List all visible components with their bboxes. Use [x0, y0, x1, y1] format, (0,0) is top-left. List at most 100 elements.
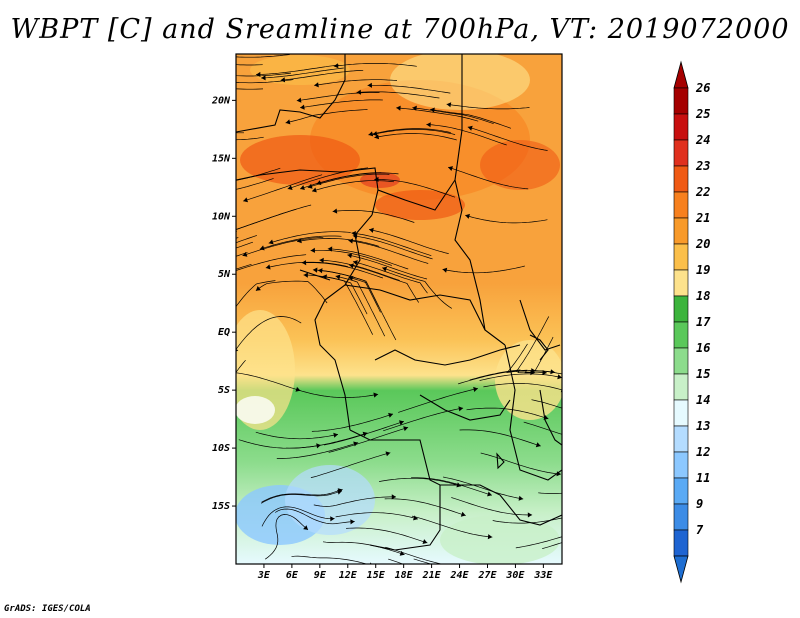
streamline-arrowhead	[208, 71, 213, 76]
streamline-arrowhead	[473, 386, 478, 392]
streamline-arrowhead	[303, 272, 308, 278]
streamline-arrowhead	[570, 513, 575, 518]
streamline	[351, 232, 432, 257]
streamline-arrowhead	[180, 80, 185, 85]
streamline	[287, 167, 369, 190]
streamline-arrowhead	[211, 78, 216, 83]
lat-label: 15S	[212, 501, 230, 512]
streamline	[374, 179, 456, 198]
streamline-arrowhead	[591, 525, 596, 530]
streamline-arrows	[174, 52, 622, 569]
streamline	[411, 477, 493, 496]
streamline	[430, 109, 512, 129]
streamline-arrowhead	[617, 522, 622, 527]
streamline-arrowhead	[460, 511, 466, 517]
lon-label: 33E	[533, 570, 553, 581]
streamline-arrowhead	[448, 166, 453, 171]
streamline	[413, 558, 433, 564]
colorbar-swatch	[673, 243, 689, 271]
streamline	[236, 237, 239, 239]
lat-label: 5N	[218, 269, 231, 280]
longitude-axis: 3E 6E 9E 12E 15E 18E 21E 24E 27E 30E 33E	[257, 564, 553, 581]
streamline	[368, 128, 451, 136]
streamline-arrowhead	[337, 489, 342, 495]
streamline	[412, 107, 494, 125]
streamline-arrowhead	[301, 260, 307, 266]
streamline	[311, 180, 395, 192]
streamline-arrowhead	[259, 245, 265, 251]
streamline-arrowhead	[332, 208, 338, 214]
map-frame	[235, 53, 563, 565]
streamline-arrowhead	[303, 525, 308, 530]
streamline-arrowhead	[446, 102, 452, 108]
streamline-arrowhead	[518, 495, 524, 501]
streamline-arrowhead	[256, 71, 261, 77]
streamline-arrowhead	[312, 267, 318, 273]
streamline-arrowhead	[174, 264, 179, 269]
lon-label: 9E	[314, 570, 327, 581]
streamline-arrowhead	[535, 442, 541, 448]
streamline-arrowhead	[368, 131, 374, 137]
streamline	[275, 508, 355, 525]
lat-label: 20N	[211, 95, 231, 106]
colorbar-swatch	[673, 217, 689, 245]
latitude-axis: 20N 15N 10N 5N EQ 5S 10S 15S	[211, 95, 236, 512]
streamline-arrowhead	[335, 274, 341, 280]
streamline-arrowhead	[542, 370, 547, 376]
streamline-arrowhead	[327, 246, 333, 252]
streamline	[295, 389, 379, 398]
colorbar-label: 20	[695, 237, 710, 251]
streamline-arrowhead	[374, 134, 380, 140]
streamline-arrowhead	[312, 187, 317, 193]
streamline	[467, 126, 548, 151]
streamline	[349, 264, 419, 303]
streamline	[297, 238, 380, 247]
streamline-arrowhead	[527, 512, 533, 518]
streamline	[236, 132, 244, 134]
streamline-arrowhead	[412, 105, 417, 111]
streamline	[242, 236, 324, 257]
streamline	[506, 343, 555, 373]
colorbar-label: 26	[695, 81, 710, 95]
streamline	[236, 79, 294, 84]
streamline	[236, 241, 254, 249]
streamline	[236, 178, 274, 190]
lon-label: 12E	[339, 570, 358, 581]
streamline-arrowhead	[426, 122, 431, 128]
streamline-arrowhead	[307, 183, 313, 189]
streamline-arrowhead	[458, 406, 464, 412]
streamline	[479, 373, 562, 381]
colorbar-label: 14	[696, 393, 710, 407]
streamline-arrowhead	[388, 412, 393, 418]
streamline	[459, 429, 541, 447]
streamline	[426, 124, 507, 146]
streamline-arrowhead	[462, 564, 466, 569]
streamline	[352, 235, 433, 260]
streamline-arrowhead	[557, 374, 562, 380]
streamline-arrowhead	[243, 197, 248, 203]
streamline-arrowhead	[207, 52, 212, 57]
streamline-arrowhead	[347, 253, 353, 259]
streamline	[538, 492, 562, 494]
streamline-arrowhead	[193, 193, 197, 198]
streamline-arrowhead	[184, 299, 189, 304]
streamline	[383, 407, 464, 432]
streamline	[312, 269, 380, 307]
lon-label: 15E	[367, 570, 386, 581]
colorbar-swatch	[673, 113, 689, 141]
streamline	[236, 88, 264, 90]
streamline-arrowhead	[403, 426, 409, 432]
streamline	[261, 67, 344, 79]
streamline	[256, 64, 339, 75]
colorbar-swatch	[673, 347, 689, 375]
wbpt-field	[236, 54, 562, 564]
streamline	[379, 477, 462, 487]
streamline	[542, 542, 562, 549]
streamline	[236, 235, 258, 244]
streamline	[276, 442, 359, 459]
streamline-arrowhead	[310, 247, 315, 253]
colorbar-swatch	[673, 321, 689, 349]
streamline-arrowhead	[261, 75, 266, 81]
streamline-arrowhead	[218, 232, 223, 237]
streamline-arrowhead	[487, 534, 493, 540]
